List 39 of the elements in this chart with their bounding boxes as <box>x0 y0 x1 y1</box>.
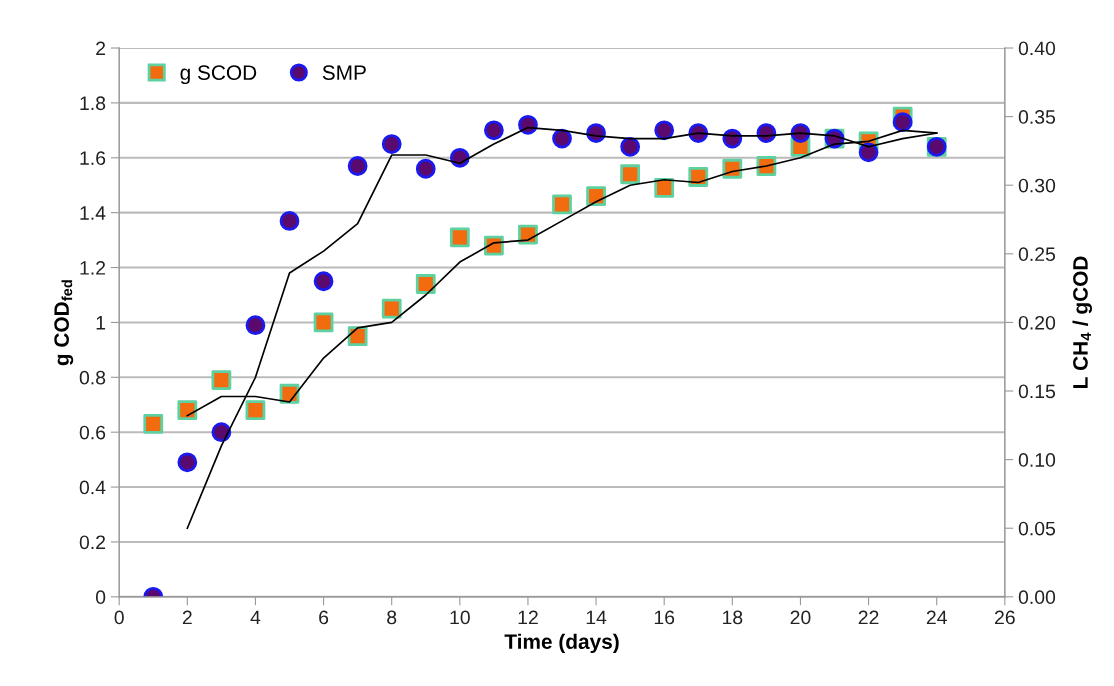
y2-tick-label: 0.00 <box>1018 590 1056 605</box>
x-tick-label: 18 <box>723 610 743 625</box>
y2-tick-label: 0.20 <box>1018 315 1056 330</box>
y-tick-label: 2 <box>96 41 106 56</box>
x-tick-label: 16 <box>654 610 675 625</box>
y2-tick-label: 0.30 <box>1018 178 1056 193</box>
x-tick-label: 8 <box>387 610 397 625</box>
x-tick-label: 24 <box>926 610 947 625</box>
x-tick-label: 26 <box>994 610 1015 625</box>
y2-tick-label: 0.05 <box>1018 521 1056 536</box>
x-tick-label: 0 <box>114 610 124 625</box>
x-tick-label: 12 <box>518 610 538 625</box>
x-tick-label: 10 <box>450 610 470 625</box>
y2-tick-label: 0.25 <box>1018 247 1056 262</box>
y2-tick-label: 0.35 <box>1018 110 1056 124</box>
x-tick-label: 4 <box>250 610 261 625</box>
y-tick-label: 0.6 <box>79 425 106 440</box>
x-axis-title: Time (days) <box>504 633 619 654</box>
x-tick-label: 20 <box>790 610 811 625</box>
x-tick-label: 22 <box>858 610 879 625</box>
y-tick-label: 0.8 <box>79 370 106 385</box>
x-tick-label: 2 <box>182 610 192 625</box>
y2-axis-title: L CH$_{4}$ / gCOD <box>1072 256 1093 389</box>
y-tick-label: 1.6 <box>80 151 106 166</box>
y-tick-label: 0.2 <box>79 535 106 550</box>
y-tick-label: 1.4 <box>80 206 106 220</box>
x-tick-label: 6 <box>319 610 329 625</box>
y2-tick-label: 0.40 <box>1018 41 1056 56</box>
y-tick-label: 0.4 <box>79 480 106 495</box>
y-tick-label: 0 <box>95 590 106 605</box>
y-tick-label: 1.8 <box>80 96 106 111</box>
legend-label: g SCOD <box>180 65 257 85</box>
y2-tick-label: 0.15 <box>1018 384 1056 399</box>
x-tick-label: 14 <box>586 610 607 625</box>
y-tick-label: 1.2 <box>80 261 106 275</box>
legend-label: SMP <box>322 65 366 80</box>
y2-tick-label: 0.10 <box>1018 453 1056 467</box>
y-axis-title: g COD$_{fed}$ <box>54 280 74 366</box>
y-tick-label: 1 <box>96 316 106 330</box>
